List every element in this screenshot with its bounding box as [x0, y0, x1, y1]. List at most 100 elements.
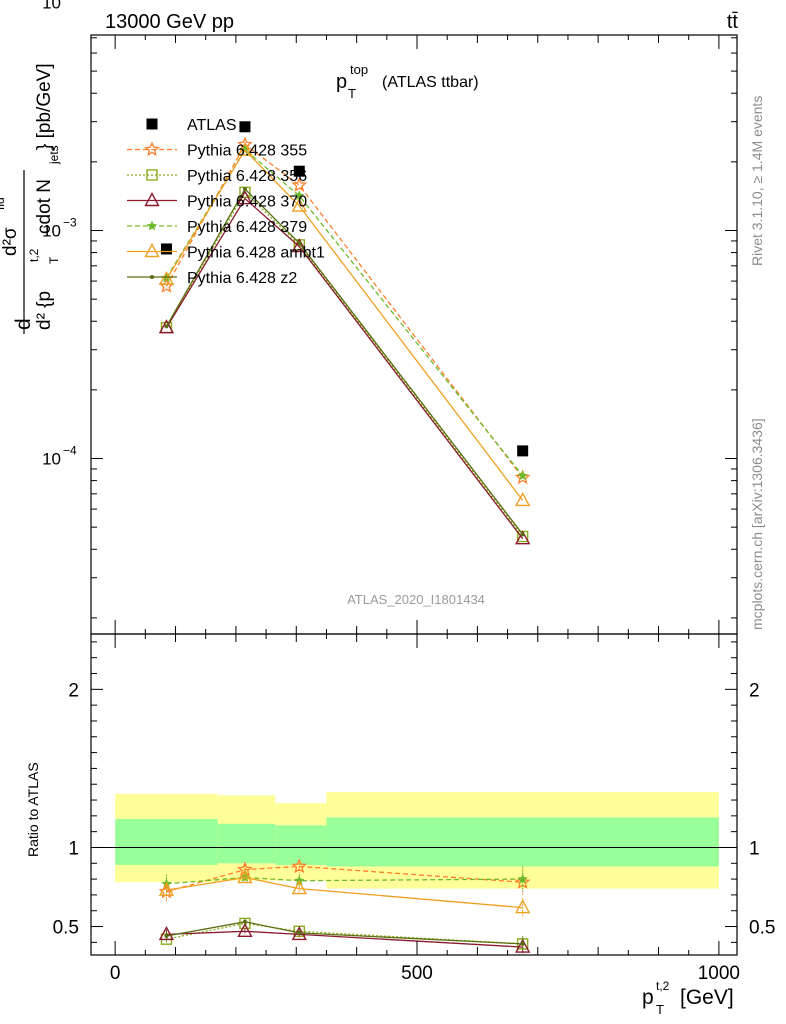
ratio-line [166, 865, 523, 893]
legend-marker [144, 192, 160, 207]
ratio-point [158, 925, 175, 941]
ratio-series-group [158, 858, 531, 954]
ratio-frame [90, 633, 738, 956]
data-point [297, 241, 302, 246]
y-tick-label-exp: −3 [63, 215, 77, 229]
legend-label: Pythia 6.428 356 [187, 168, 307, 185]
data-point [164, 324, 169, 329]
xlabel: p t,2 T [GeV] [642, 979, 734, 1017]
legend-label: Pythia 6.428 355 [187, 143, 307, 160]
ratio-series-5 [164, 918, 525, 951]
analysis-id: ATLAS_2020_I1801434 [347, 592, 485, 607]
legend-marker [144, 243, 160, 258]
legend-item: Pythia 6.428 ambt1 [127, 243, 325, 262]
series-3 [158, 190, 531, 545]
ratio-point [291, 858, 308, 874]
title-rest: (ATLAS ttbar) [382, 74, 479, 91]
data-point [291, 238, 307, 253]
ratio-line [166, 921, 523, 945]
legend-label: Pythia 6.428 370 [187, 194, 307, 211]
ratio-point [242, 919, 247, 924]
legend-item: Pythia 6.428 356 [127, 168, 307, 185]
ratio-series-4 [158, 869, 531, 918]
ratio-point [520, 941, 525, 946]
data-point [160, 243, 172, 255]
data-point [514, 491, 531, 507]
ratio-y-tick-label-right: 0.5 [749, 918, 775, 939]
legend-item: ATLAS [146, 117, 237, 134]
ratio-y-tick-label-right: 1 [749, 838, 760, 859]
ratio-y-tick-label: 2 [68, 680, 79, 701]
y-tick-label-exp: −2 [63, 0, 77, 1]
data-point [294, 190, 305, 201]
data-point [293, 165, 305, 177]
data-point [517, 470, 528, 481]
ratio-band-inner [275, 825, 327, 865]
ratio-ylabel: Ratio to ATLAS [25, 762, 41, 857]
legend-label: Pythia 6.428 379 [187, 219, 307, 236]
data-point [242, 187, 247, 192]
ratio-line [166, 876, 523, 885]
ylabel-njets: jets [47, 145, 61, 165]
legend-marker [146, 169, 158, 181]
xlabel-sub: T [656, 1002, 664, 1017]
ylabel-pt-sub: T [47, 256, 61, 264]
ratio-y-tick-label-right: 2 [749, 680, 760, 701]
legend-marker [146, 220, 158, 231]
x-tick-label: 500 [401, 963, 433, 984]
header-left: 13000 GeV pp [105, 11, 234, 33]
y-tick-label: 10 [42, 221, 61, 240]
header-right: tt̄ [727, 11, 739, 33]
ratio-y-ticks: 0.5 0.5 1 1 2 2 [53, 641, 775, 943]
ratio-y-tick-label: 1 [68, 838, 79, 859]
ylabel-sigma: d²σ [0, 227, 21, 256]
ratio-line [166, 930, 523, 948]
legend-item: Pythia 6.428 370 [127, 192, 307, 211]
series-5 [158, 141, 531, 507]
legend-marker [146, 118, 158, 130]
ratio-point [514, 899, 531, 914]
ratio-point [158, 881, 175, 896]
x-ticks: 0 500 1000 [110, 35, 740, 984]
series-0 [160, 121, 529, 457]
ylabel-pt-sup: t,2 [27, 248, 41, 262]
data-point [237, 190, 253, 205]
main-y-ticks: 10−210−310−4 [42, 0, 737, 619]
x-tick-label: 0 [110, 963, 121, 984]
ratio-point [164, 934, 169, 939]
legend-label: Pythia 6.428 ambt1 [187, 245, 325, 262]
ylabel-denominator: d² {p [34, 291, 55, 330]
ratio-line [166, 922, 523, 945]
main-series-group [158, 121, 531, 545]
xlabel-units: [GeV] [680, 986, 734, 1009]
ratio-point [517, 873, 528, 884]
xlabel-p: p [642, 986, 654, 1009]
xlabel-sup: t,2 [656, 979, 670, 993]
ratio-point [297, 930, 302, 935]
series-line [165, 197, 524, 540]
legend-item: Pythia 6.428 379 [127, 219, 307, 236]
series-line [165, 149, 524, 501]
data-point [520, 532, 525, 537]
rivet-label: Rivet 3.1.10, ≥ 1.4M events [749, 96, 765, 266]
plot-layer: 10−210−310−40.50.5112205001000ATLASPythi… [42, 0, 775, 984]
ratio-band-inner [115, 819, 218, 865]
y-tick-label: 10 [42, 0, 61, 12]
series-6 [164, 187, 525, 537]
series-line [165, 187, 524, 535]
legend-marker [150, 275, 154, 279]
data-point [239, 121, 251, 133]
ylabel-cdot: cdot N [34, 179, 55, 234]
data-point [158, 319, 175, 334]
ratio-point [237, 922, 253, 937]
title-sub: T [348, 86, 356, 101]
title-p: p [336, 71, 347, 93]
ratio-band-inner [326, 817, 719, 867]
series-2 [160, 186, 529, 543]
data-point [517, 445, 529, 457]
ylabel-fid: fid [0, 197, 7, 210]
legend: ATLAS Pythia 6.428 355 Pythia 6.428 356 Pyt… [127, 117, 325, 287]
data-point [514, 469, 531, 485]
legend-label: Pythia 6.428 z2 [187, 270, 297, 287]
